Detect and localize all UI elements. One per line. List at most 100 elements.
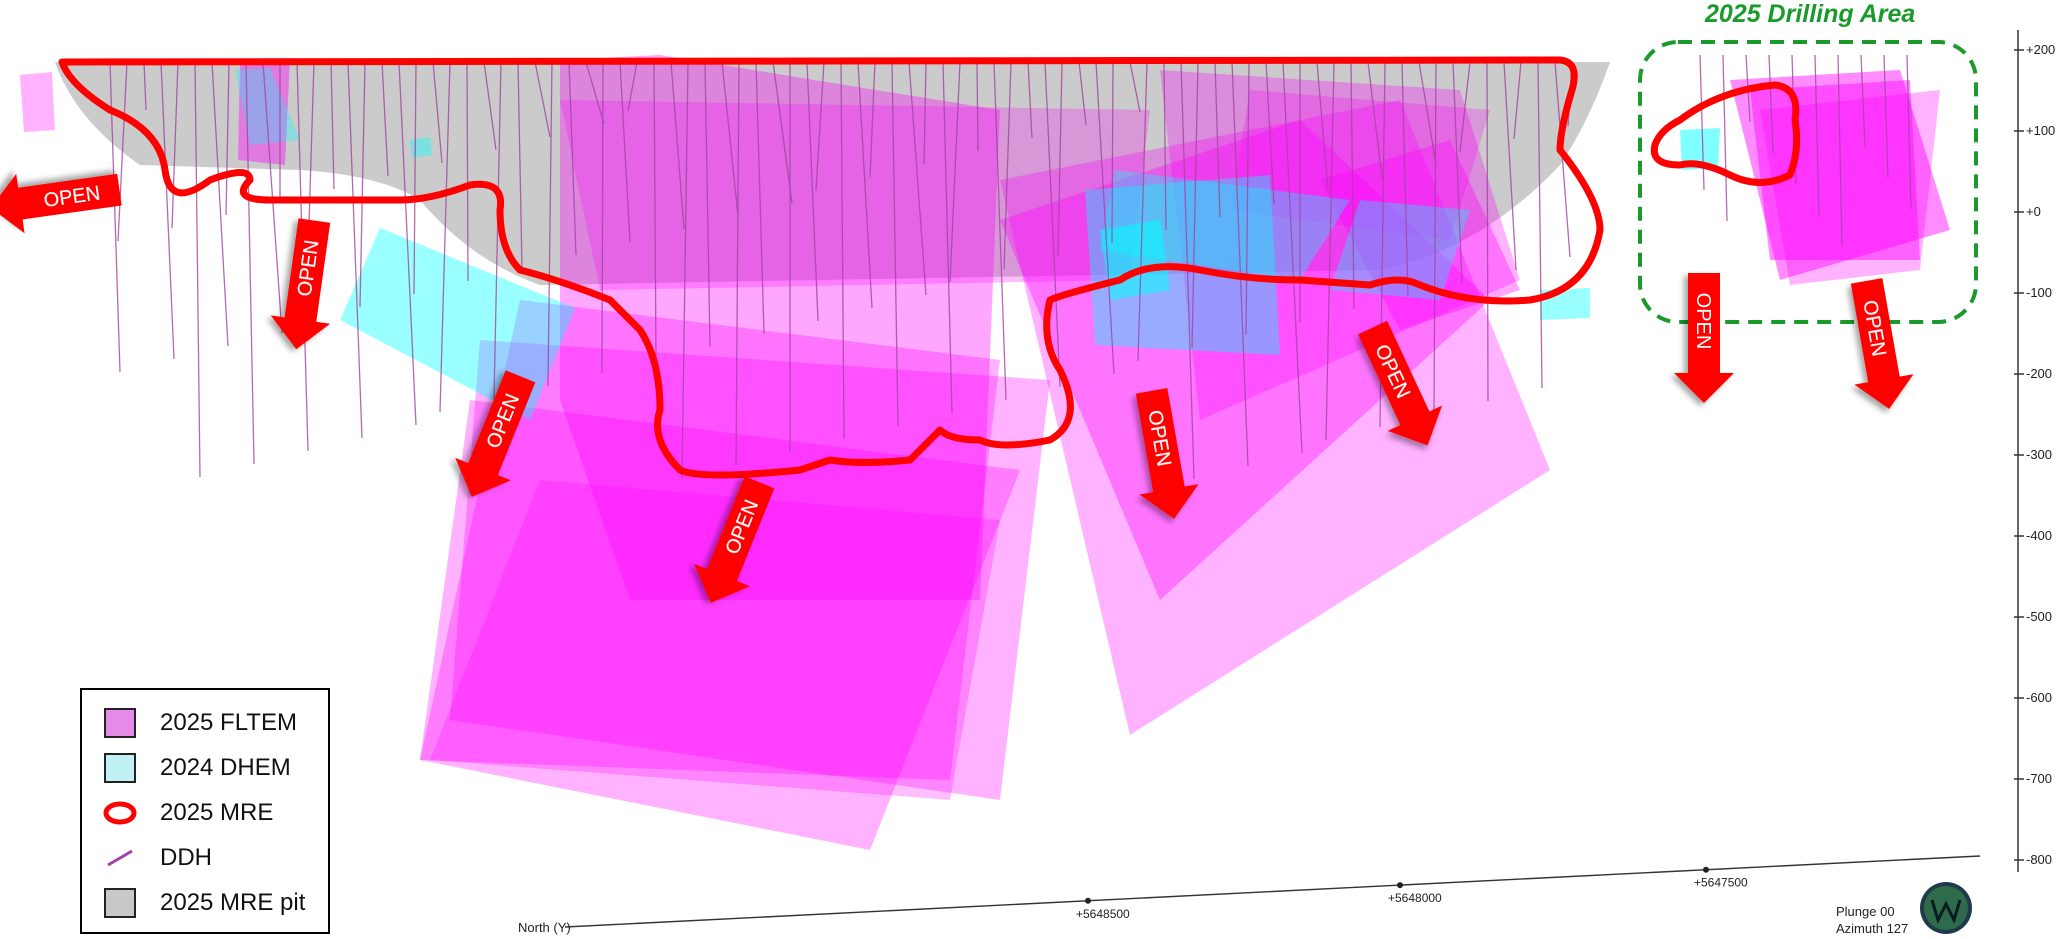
drill-hole	[1027, 61, 1033, 139]
drill-hole	[1231, 61, 1249, 467]
mre-outline-main	[58, 56, 1604, 479]
drill-hole	[1503, 61, 1517, 271]
drill-hole	[171, 61, 179, 229]
elevation-tick-label: -600	[2026, 690, 2052, 705]
drill-hole	[466, 61, 469, 282]
drill-hole	[1245, 61, 1250, 336]
drill-hole	[1722, 54, 1728, 222]
drill-hole	[347, 61, 363, 439]
open-arrow: OPEN	[1850, 278, 1914, 409]
drill-holes	[109, 54, 1912, 480]
legend-label: 2025 MRE	[160, 798, 274, 826]
drill-hole	[1057, 61, 1063, 257]
drill-hole	[1078, 61, 1087, 126]
legend-item-pit: 2025 MRE pit	[102, 880, 328, 925]
drill-hole	[143, 61, 147, 111]
drill-hole	[211, 61, 229, 347]
drilling-area-title: 2025 Drilling Area	[1705, 0, 1916, 28]
drill-hole	[857, 61, 873, 309]
drill-hole	[1883, 54, 1889, 179]
north-axis: North (Y) +5648500 +5648000 +5647500	[518, 855, 1981, 935]
drill-hole	[891, 61, 899, 427]
elevation-tick-label: +100	[2026, 123, 2055, 138]
legend-label: DDH	[160, 843, 212, 871]
legend-label: 2025 MRE pit	[160, 888, 306, 916]
open-arrow: OPEN	[1674, 273, 1734, 403]
drill-hole	[976, 61, 979, 152]
drill-hole	[653, 61, 657, 361]
drill-hole	[493, 61, 502, 400]
dhem-swatch	[104, 752, 136, 783]
legend-item-ddh: DDH	[102, 835, 328, 880]
drill-hole	[1163, 61, 1167, 231]
drill-hole	[1537, 61, 1543, 389]
drill-hole	[869, 61, 876, 178]
drill-hole	[1814, 54, 1820, 216]
fltem-plate	[1230, 90, 1490, 240]
drill-hole	[225, 61, 230, 216]
drill-hole	[949, 61, 961, 283]
elevation-tick-label: -500	[2026, 609, 2052, 624]
drill-hole	[1418, 61, 1437, 166]
drill-hole	[1044, 61, 1061, 388]
drill-hole	[1316, 61, 1329, 192]
drill-hole	[1906, 54, 1912, 210]
drill-hole	[585, 61, 605, 125]
drill-hole	[681, 61, 689, 479]
drill-hole	[1137, 61, 1148, 362]
drill-hole	[601, 61, 604, 374]
north-axis-label: North (Y)	[518, 920, 571, 935]
drill-hole	[1003, 61, 1012, 270]
drill-hole	[1860, 54, 1866, 148]
drill-hole	[1513, 61, 1522, 140]
north-tick-label: +5648500	[1076, 907, 1130, 921]
drill-hole	[547, 61, 553, 387]
open-arrow-label: OPEN	[1692, 293, 1714, 350]
elevation-tick-label: -400	[2026, 528, 2052, 543]
north-tick-label: +5647500	[1694, 876, 1748, 890]
elevation-tick-label: -200	[2026, 366, 2052, 381]
fltem-plate	[450, 340, 1050, 800]
mre-pit	[55, 62, 1610, 285]
drill-hole	[194, 61, 201, 478]
drill-hole	[1214, 61, 1221, 218]
fltem-plate	[238, 58, 290, 165]
dhem-plate	[410, 137, 432, 158]
drill-hole	[942, 61, 953, 414]
drill-hole	[772, 61, 793, 204]
legend-item-mre: 2025 MRE	[102, 790, 328, 835]
mre-outline-swatch	[103, 801, 137, 824]
drill-hole	[568, 61, 577, 256]
drill-hole	[1401, 61, 1409, 297]
azimuth-text: Azimuth 127	[1836, 921, 1909, 936]
open-arrow: OPEN	[270, 218, 331, 350]
company-logo	[1920, 882, 1972, 934]
drill-hole	[517, 61, 523, 269]
elevation-tick-label: -700	[2026, 771, 2052, 786]
dhem-plates	[235, 68, 1720, 420]
fltem-plate	[1320, 140, 1520, 330]
legend-label: 2025 FLTEM	[160, 708, 297, 736]
fltem-plate	[1760, 90, 1940, 285]
drill-hole	[160, 61, 175, 360]
drill-hole	[627, 61, 638, 112]
elevation-tick-label: -800	[2026, 852, 2052, 867]
plunge-text: Plunge 00	[1836, 904, 1895, 919]
drill-hole	[815, 61, 825, 191]
drill-hole	[398, 61, 417, 426]
elevation-tick-label: +200	[2026, 42, 2055, 57]
drill-hole	[381, 61, 389, 177]
drill-hole	[534, 61, 551, 138]
legend: 2025 FLTEM 2024 DHEM 2025 MRE DDH 2025 M…	[80, 688, 330, 934]
dhem-plate	[1100, 220, 1170, 300]
drill-hole	[330, 61, 335, 190]
drill-hole	[1367, 61, 1383, 179]
drill-hole	[359, 61, 366, 308]
legend-item-fltem: 2025 FLTEM	[102, 700, 328, 745]
dhem-plate	[235, 68, 300, 145]
fltem-plate	[420, 300, 1000, 780]
fltem-plate	[560, 100, 1150, 290]
drill-hole	[1111, 61, 1114, 244]
